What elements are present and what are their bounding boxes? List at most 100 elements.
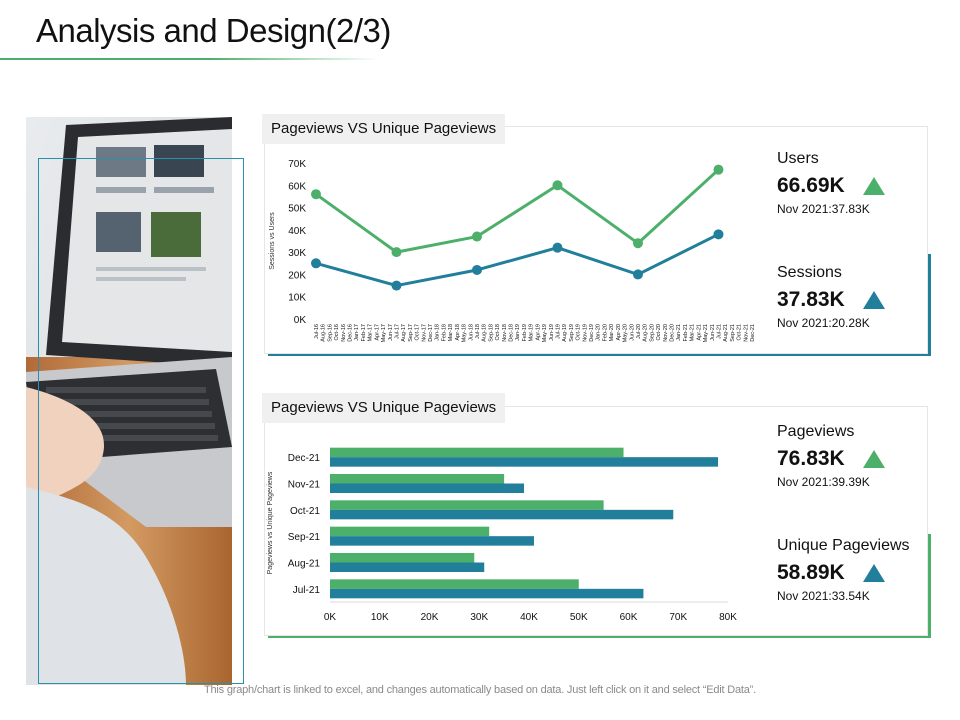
data-point xyxy=(471,231,482,242)
x-tick-label: Sep-17 xyxy=(408,324,414,342)
y-tick-label: 40K xyxy=(288,226,306,237)
data-point xyxy=(632,269,643,280)
bar-unique-pageviews xyxy=(330,579,579,589)
y-tick-label: Nov-21 xyxy=(288,480,321,491)
triangle-up-icon xyxy=(862,450,885,468)
metric-unique-pageviews: Unique Pageviews 58.89K Nov 2021:33.54K xyxy=(777,537,910,603)
data-point xyxy=(713,229,724,240)
x-tick-label: Nov-21 xyxy=(743,324,749,342)
y-tick-label: 60K xyxy=(288,181,306,192)
top-card-accent-side xyxy=(926,254,931,356)
x-tick-label: Nov-16 xyxy=(341,324,347,342)
line-chart: Sessions vs Users 0K 10K 20K 30K 40K 50K 60K 70K… xyxy=(269,159,756,342)
bottom-card-accent-side xyxy=(926,534,931,638)
metric-subtext: Nov 2021:39.39K xyxy=(777,475,870,489)
top-card-accent-bottom xyxy=(268,352,931,356)
x-tick-label: Aug-18 xyxy=(482,324,488,342)
x-tick-label: Jul-17 xyxy=(394,324,400,339)
x-tick-label: Mar-18 xyxy=(448,324,454,341)
bar-pageviews xyxy=(330,457,719,467)
data-point xyxy=(632,238,643,249)
x-tick-label: 50K xyxy=(570,612,588,623)
bar-pageviews xyxy=(330,536,534,546)
bar-unique-pageviews xyxy=(330,526,490,537)
y-tick-label: 50K xyxy=(288,204,306,215)
x-tick-label: Aug-19 xyxy=(562,324,568,342)
x-tick-label: Jul-16 xyxy=(314,324,320,339)
x-tick-label: Aug-21 xyxy=(723,324,729,342)
x-tick-label: Oct-21 xyxy=(737,324,743,341)
metric-subtext: Nov 2021:37.83K xyxy=(777,202,870,216)
y-tick-label: Aug-21 xyxy=(288,559,321,570)
x-tick-label: May-19 xyxy=(542,324,548,342)
x-tick-label: Sep-18 xyxy=(488,324,494,342)
bar-pageviews xyxy=(330,483,525,493)
metric-value: 37.83K xyxy=(777,288,845,311)
bar-pageviews xyxy=(330,509,674,520)
data-point xyxy=(552,242,563,253)
metric-label: Users xyxy=(777,150,819,167)
x-tick-label: Jul-21 xyxy=(716,324,722,339)
x-tick-label: Jun-18 xyxy=(468,324,474,341)
metric-label: Sessions xyxy=(777,264,842,281)
title-underline xyxy=(0,58,380,60)
x-tick-label: Aug-20 xyxy=(643,324,649,342)
metric-subtext: Nov 2021:20.28K xyxy=(777,316,870,330)
bar-chart: Pageviews vs Unique Pageviews 0K 10K 20K 30K… xyxy=(267,447,737,623)
x-tick-label: Dec-20 xyxy=(670,324,676,342)
triangle-up-icon xyxy=(862,177,885,195)
laptop-photo xyxy=(26,117,232,685)
metric-label: Pageviews xyxy=(777,423,855,440)
x-tick-label: Jun-21 xyxy=(710,324,716,341)
page-title: Analysis and Design(2/3) xyxy=(36,12,391,49)
metric-pageviews: Pageviews 76.83K Nov 2021:39.39K xyxy=(777,423,885,489)
x-tick-label: Apr-18 xyxy=(455,324,461,341)
x-tick-label: Aug-16 xyxy=(321,324,327,342)
x-tick-label: Apr-17 xyxy=(374,324,380,341)
x-tick-label: Oct-17 xyxy=(415,324,421,341)
y-tick-label: 0K xyxy=(294,315,307,326)
y-tick-label: Oct-21 xyxy=(290,506,320,517)
x-tick-label: Oct-19 xyxy=(576,324,582,341)
metric-value: 76.83K xyxy=(777,447,845,470)
data-point xyxy=(391,247,402,258)
y-tick-label: 30K xyxy=(288,248,306,259)
metric-users: Users 66.69K Nov 2021:37.83K xyxy=(777,150,885,216)
x-tick-label: Sep-19 xyxy=(569,324,575,342)
x-tick-label: Apr-21 xyxy=(696,324,702,341)
series-line-sessions xyxy=(315,232,720,288)
triangle-up-icon xyxy=(862,564,885,582)
x-tick-label: 20K xyxy=(421,612,439,623)
x-tick-label: 60K xyxy=(620,612,638,623)
x-tick-label: Oct-18 xyxy=(495,324,501,341)
x-tick-label: Dec-21 xyxy=(750,324,756,342)
bar-unique-pageviews xyxy=(330,447,624,458)
series-line-users xyxy=(315,168,720,254)
footnote: This graph/chart is linked to excel, and… xyxy=(204,684,756,696)
data-point xyxy=(391,280,402,291)
bar-unique-pageviews xyxy=(330,553,475,563)
x-tick-label: Dec-16 xyxy=(348,324,354,342)
x-tick-label: Sep-16 xyxy=(327,324,333,342)
x-tick-label: Jan-17 xyxy=(354,324,360,341)
x-tick-label: 0K xyxy=(324,612,337,623)
x-tick-label: Feb-21 xyxy=(683,324,689,341)
x-tick-label: May-18 xyxy=(462,324,468,342)
photo-frame xyxy=(38,158,244,684)
x-tick-label: Mar-21 xyxy=(690,324,696,341)
bottom-card-label: Pageviews VS Unique Pageviews xyxy=(262,393,506,423)
x-tick-label: Jun-19 xyxy=(549,324,555,341)
x-tick-label: Nov-20 xyxy=(663,324,669,342)
data-point xyxy=(713,164,724,175)
x-tick-label: 80K xyxy=(719,612,737,623)
bottom-card-accent-bottom xyxy=(268,634,931,638)
x-tick-label: Oct-16 xyxy=(334,324,340,341)
x-tick-label: Aug-17 xyxy=(401,324,407,342)
bar-pageviews xyxy=(330,562,485,572)
x-tick-label: Jan-21 xyxy=(676,324,682,341)
y-tick-label: Dec-21 xyxy=(288,453,321,464)
x-tick-label: Nov-17 xyxy=(421,324,427,342)
top-chart-card xyxy=(264,126,928,354)
data-point xyxy=(471,264,482,275)
x-tick-label: Jun-20 xyxy=(629,324,635,341)
